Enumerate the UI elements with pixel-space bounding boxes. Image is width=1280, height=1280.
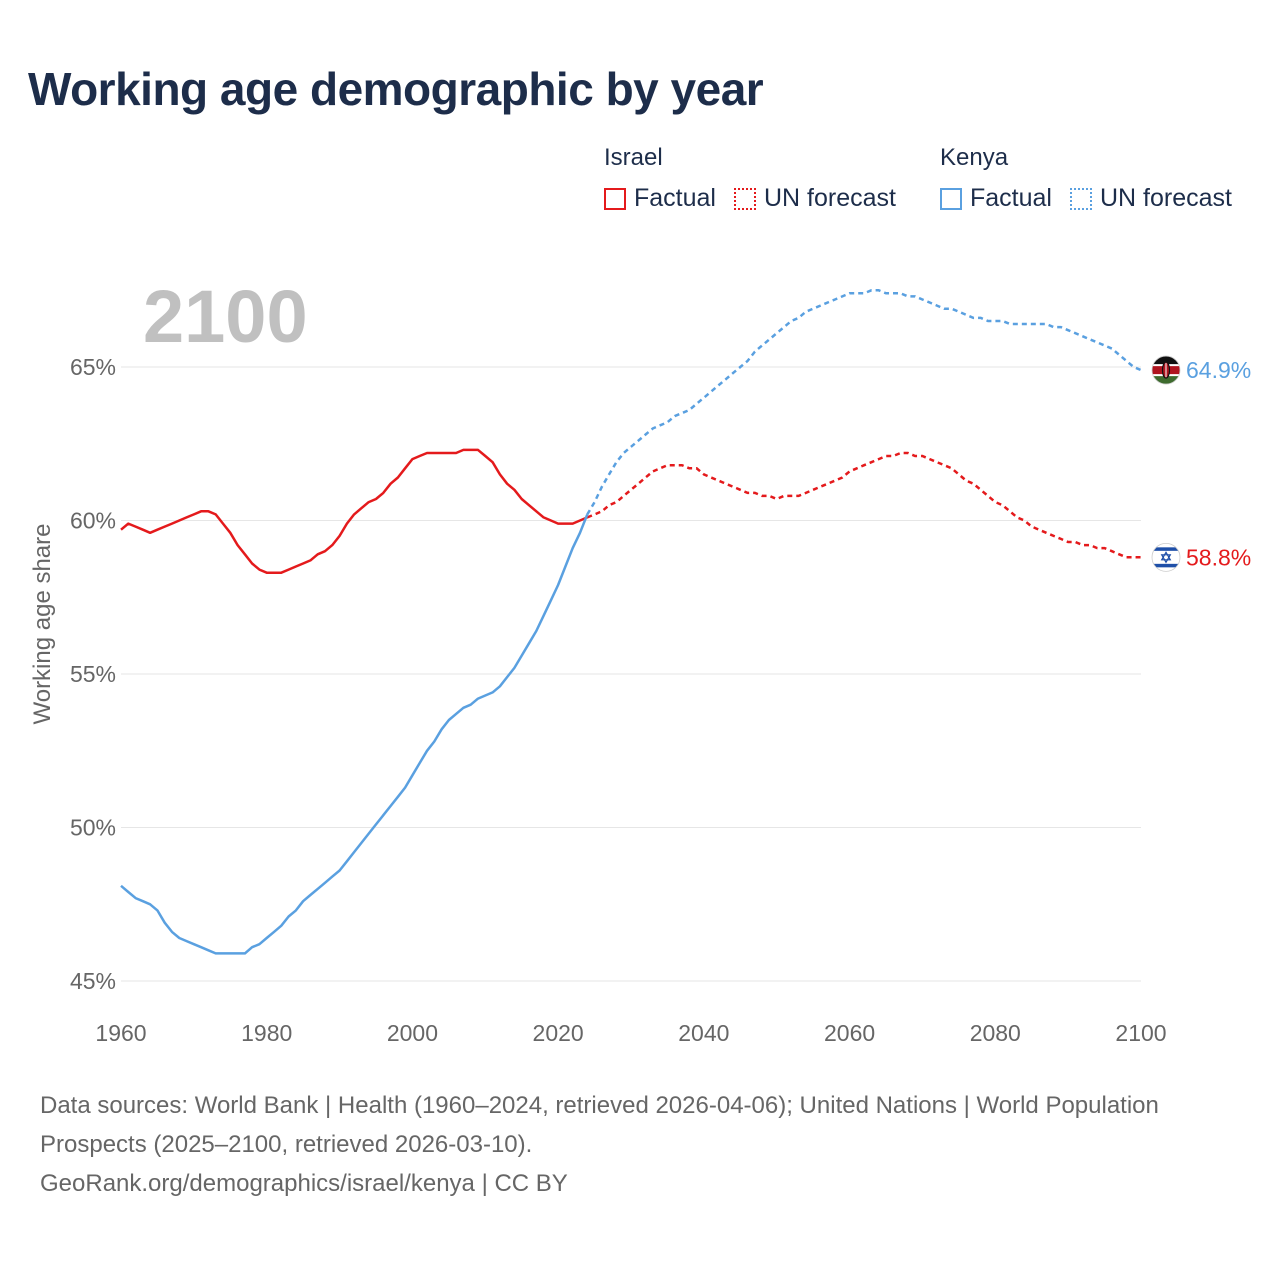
israel-factual-line[interactable] [120,448,588,574]
legend-label: UN forecast [1099,184,1232,212]
x-axis-ticks: 1960 1980 2000 2020 2040 2060 2080 2100 [95,1020,1166,1046]
kenya-forecast-line[interactable] [586,289,1142,516]
legend-label: UN forecast [763,184,896,212]
series [120,289,1142,955]
x-tick-label: 2000 [387,1020,438,1046]
israel-flag-icon [1151,542,1181,572]
chart-title: Working age demographic by year [28,63,764,115]
x-tick-label: 2040 [678,1020,729,1046]
y-tick-label: 60% [70,508,116,534]
y-tick-label: 45% [70,968,116,994]
legend-label: Factual [970,184,1052,212]
x-tick-label: 1960 [95,1020,146,1046]
legend-kenya: Kenya Factual UN forecast [940,144,1232,213]
y-axis-ticks: 45% 50% 55% 60% 65% [70,354,116,994]
x-tick-label: 2080 [970,1020,1021,1046]
kenya-flag-icon [1151,355,1181,385]
source-note: Data sources: World Bank | Health (1960–… [40,1086,1240,1203]
israel-forecast-line[interactable] [586,451,1141,559]
legend-group-name: Israel [604,144,663,171]
x-tick-label: 2020 [533,1020,584,1046]
legend-kenya-forecast[interactable]: UN forecast [1069,184,1232,213]
y-tick-label: 65% [70,354,116,380]
x-tick-label: 1980 [241,1020,292,1046]
legend-israel: Israel Factual UN forecast [604,144,896,213]
gridlines [121,366,1141,982]
x-tick-label: 2060 [824,1020,875,1046]
y-axis-label: Working age share [29,524,56,725]
kenya-factual-line[interactable] [120,513,589,955]
end-labels: 58.8% 64.9% [1151,355,1251,572]
line-chart: 2100 45% 50% 55% 60% 65% 1960 1980 2000 2020 204… [29,275,1251,1046]
factual-swatch-icon [604,187,626,210]
factual-swatch-icon [940,187,962,210]
source-link[interactable]: GeoRank.org/demographics/israel/kenya | … [40,1170,568,1197]
x-tick-label: 2100 [1115,1020,1166,1046]
y-tick-label: 50% [70,815,116,841]
legend-kenya-factual[interactable]: Factual [940,184,1052,213]
legend-israel-factual[interactable]: Factual [604,184,716,213]
forecast-swatch-icon [1069,187,1092,210]
forecast-swatch-icon [733,187,756,210]
kenya-end-label: 64.9% [1186,357,1251,383]
legend-label: Factual [634,184,716,212]
legend-group-name: Kenya [940,144,1009,171]
source-citation: Data sources: World Bank | Health (1960–… [40,1092,1159,1158]
legend-israel-forecast[interactable]: UN forecast [733,184,896,213]
year-watermark: 2100 [143,275,308,358]
israel-end-label: 58.8% [1186,544,1251,570]
y-tick-label: 55% [70,661,116,687]
